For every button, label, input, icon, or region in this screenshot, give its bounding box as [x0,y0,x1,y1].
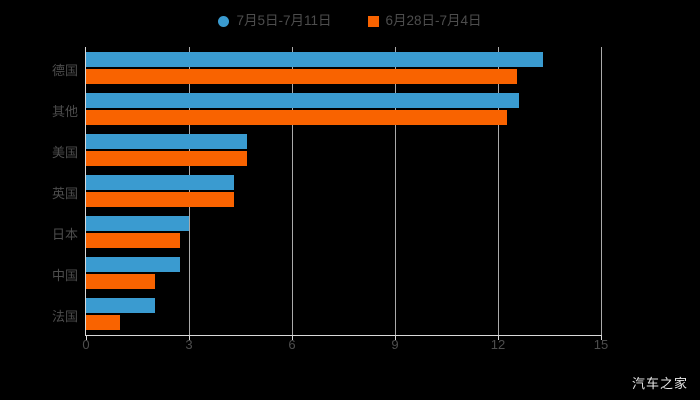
gridline-x-9 [395,47,396,335]
y-axis-category-label: 法国 [51,309,78,325]
bar-series-2[interactable] [86,68,517,84]
x-axis-tick-label: 0 [82,337,90,352]
x-tick-0 [86,335,87,340]
x-axis-tick-label: 6 [288,337,296,352]
bar-series-2[interactable] [86,150,248,166]
bar-series-1[interactable] [86,92,519,108]
bar-group [86,133,601,166]
gridline-x-12 [498,47,499,335]
gridline-x-3 [189,47,190,335]
x-axis-tick-label: 12 [490,337,506,352]
y-axis-line [85,47,86,335]
bar-series-2[interactable] [86,109,507,125]
y-axis-category-label: 中国 [51,268,78,284]
y-axis-category-label: 日本 [51,227,78,243]
gridline-x-6 [292,47,293,335]
bar-series-2[interactable] [86,233,181,249]
watermark-label: 汽车之家 [631,376,688,391]
bar-series-1[interactable] [86,133,248,149]
bar-group [86,257,601,290]
x-axis-tick-label: 3 [185,337,193,352]
circle-marker-icon [218,15,230,27]
bar-series-1[interactable] [86,216,189,232]
bar-group [86,51,601,84]
y-axis-category-label: 德国 [51,62,78,78]
bar-series-2[interactable] [86,315,121,331]
x-axis-line [85,335,601,336]
square-marker-icon [367,15,379,27]
legend-item-series-1[interactable]: 7月5日-7月11日 [218,13,332,29]
bar-series-1[interactable] [86,257,181,273]
bar-series-1[interactable] [86,298,155,314]
gridline-x-15 [601,47,602,335]
bar-series-1[interactable] [86,51,543,67]
bar-group [86,175,601,207]
x-axis-tick-label: 9 [391,337,399,352]
bar-group [86,92,601,125]
chart-legend: 7月5日-7月11日 6月28日-7月4日 [0,8,700,34]
legend-label-series-1: 7月5日-7月11日 [236,13,332,29]
y-axis-category-label: 其他 [51,103,78,119]
bar-group [86,298,601,331]
y-axis-category-label: 美国 [51,144,78,160]
bar-series-2[interactable] [86,274,155,290]
x-axis-tick-label: 15 [593,337,609,352]
x-tick-6 [292,335,293,340]
legend-item-series-2[interactable]: 6月28日-7月4日 [367,13,482,29]
plot-area [85,47,602,340]
bar-series-2[interactable] [86,192,234,207]
bar-series-1[interactable] [86,175,234,190]
x-tick-12 [498,335,499,340]
y-axis-category-label: 英国 [51,186,78,201]
x-tick-15 [601,335,602,340]
x-tick-3 [189,335,190,340]
bar-group [86,216,601,249]
x-tick-9 [395,335,396,340]
legend-label-series-2: 6月28日-7月4日 [385,13,482,29]
